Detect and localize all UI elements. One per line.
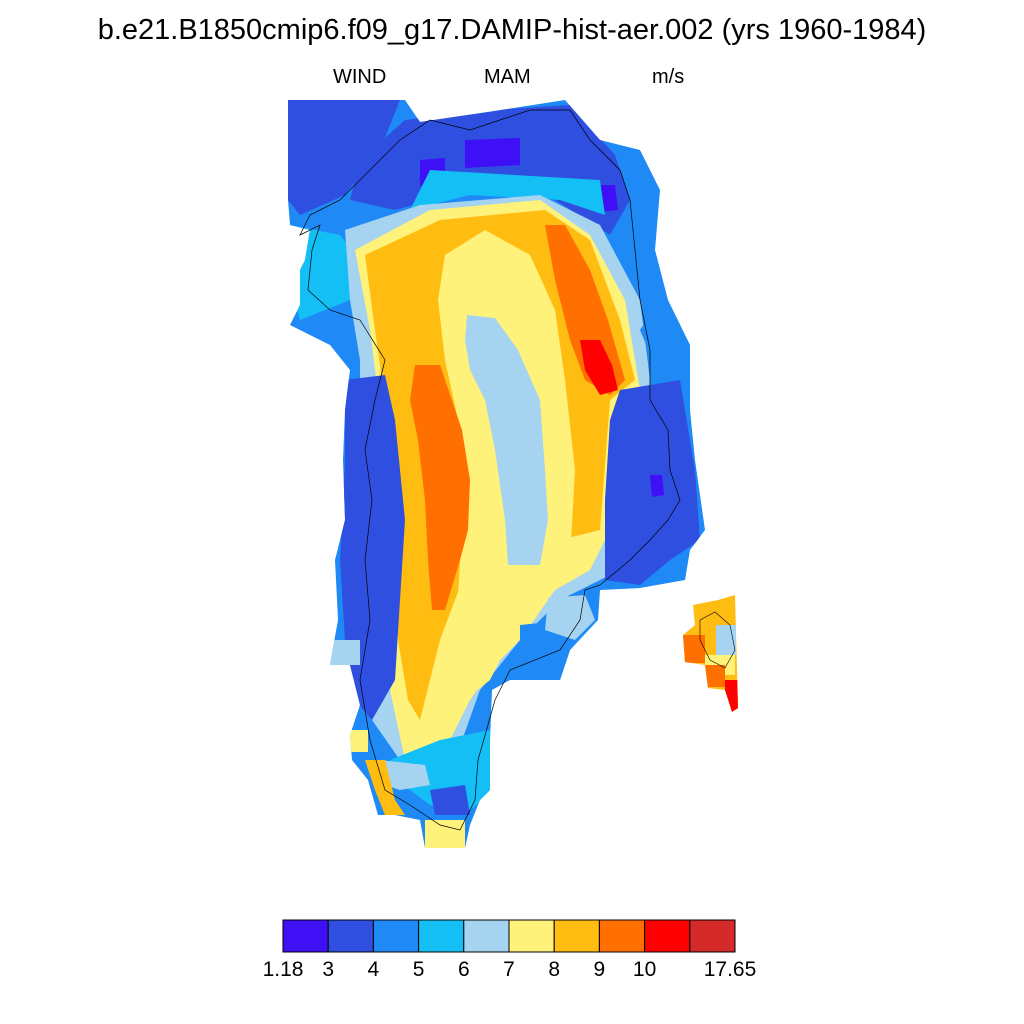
colorbar-swatch	[553, 919, 600, 953]
colorbar-tick-label: 6	[457, 958, 470, 981]
units-label: m/s	[652, 66, 685, 88]
wind-fill-south-amber	[365, 760, 405, 815]
variable-label: WIND	[333, 66, 387, 88]
colorbar-swatch	[282, 919, 329, 953]
colorbar-tick-label: 3	[322, 958, 335, 981]
colorbar-swatch	[372, 919, 420, 953]
wind-fill-south-yellow2	[350, 730, 368, 752]
wind-fill-south-blue	[430, 785, 470, 815]
iceland-wind-field	[683, 595, 738, 712]
season-label: MAM	[484, 66, 531, 88]
iceland-fill-lightblue	[716, 625, 736, 655]
wind-fill-west-blue	[340, 375, 405, 720]
wind-fill-core-lightblue	[465, 315, 548, 565]
wind-fill-east-purple	[650, 475, 664, 497]
colorbar-tick-label: 7	[503, 958, 515, 981]
colorbar-swatch	[598, 919, 646, 953]
iceland-fill-orange	[683, 635, 705, 663]
colorbar-tick-label: 4	[367, 958, 380, 981]
wind-fill-nw-dark	[288, 100, 400, 215]
wind-fill-west-orange	[410, 365, 470, 610]
colorbar-swatch	[689, 919, 736, 953]
wind-fill-east-red	[580, 340, 618, 395]
plot-title: b.e21.B1850cmip6.f09_g17.DAMIP-hist-aer.…	[97, 14, 927, 46]
colorbar-tick-label: 10	[632, 958, 657, 981]
wind-fill-south-lightblue	[380, 760, 430, 790]
iceland-fill-red	[725, 680, 738, 712]
colorbar-swatch	[508, 919, 555, 953]
colorbar-swatch	[418, 919, 465, 953]
wind-fill-south-yellow	[425, 820, 465, 848]
colorbar-tick-label: 8	[548, 958, 561, 981]
colorbar-tick-label: 5	[412, 958, 425, 981]
wind-fill-north-purple	[465, 138, 520, 168]
coastline	[299, 109, 681, 831]
colorbar-tick-label: 1.18	[262, 958, 304, 981]
greenland-wind-field	[288, 100, 705, 848]
wind-fill-west-lightblue	[330, 640, 360, 665]
colorbar-swatch	[644, 919, 691, 953]
wind-fill-south-cyan	[385, 730, 495, 810]
colorbar	[282, 919, 736, 953]
coastline-island	[699, 611, 736, 669]
wind-fill-nw-lightblue	[290, 225, 360, 320]
wind-fill-north-cyan	[410, 170, 605, 215]
colorbar-swatch	[327, 919, 374, 953]
wind-fill-east-cyan	[640, 300, 690, 380]
colorbar-tick-label: 17.65	[703, 958, 757, 981]
colorbar-swatch	[463, 919, 510, 953]
iceland-fill-orange2	[705, 665, 725, 687]
colorbar-tick-label: 9	[593, 958, 606, 981]
